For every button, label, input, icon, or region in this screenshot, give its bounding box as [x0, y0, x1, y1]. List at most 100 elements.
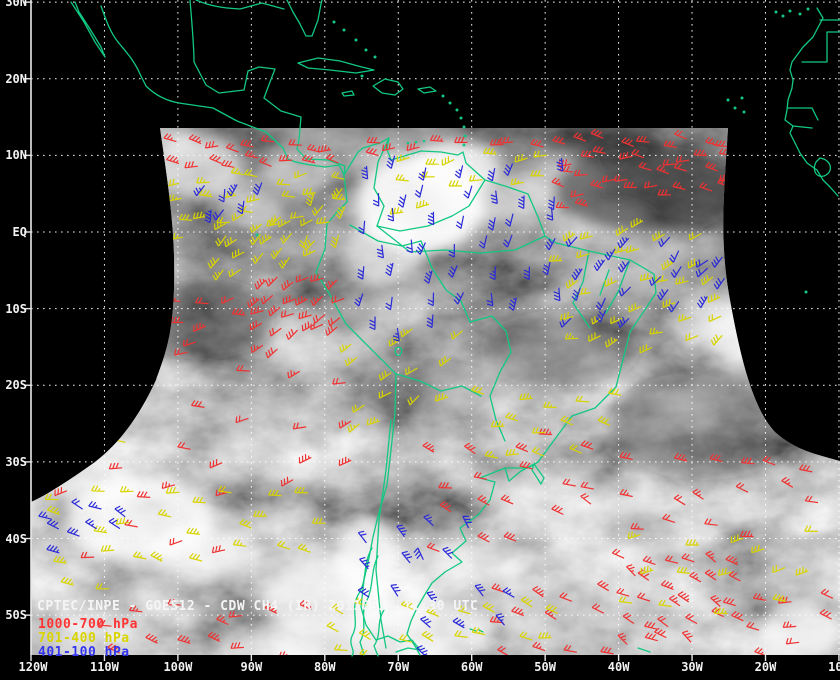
wind-barb: [672, 181, 686, 191]
wind-barb: [331, 295, 345, 304]
wind-barb: [819, 609, 832, 620]
wind-barb: [471, 626, 486, 636]
wind-barb: [725, 554, 738, 566]
wind-barb: [420, 616, 432, 629]
wind-barb: [483, 147, 497, 155]
wind-barb: [699, 182, 713, 192]
wind-barb: [250, 306, 264, 315]
wind-barb: [673, 162, 687, 172]
wind-barb: [687, 258, 701, 269]
wind-barb: [334, 644, 348, 652]
wind-barb: [401, 550, 413, 564]
wind-barb: [218, 485, 232, 494]
wind-barb: [499, 136, 513, 144]
wind-barb: [354, 293, 364, 307]
wind-barb: [265, 276, 278, 287]
barb-cluster-1000-700hPa: [489, 580, 614, 655]
wind-barb: [696, 296, 708, 309]
wind-barb: [559, 165, 573, 173]
wind-barb: [163, 133, 177, 143]
border-peru-bolivia: [420, 240, 471, 323]
wind-barb: [235, 415, 249, 424]
wind-barb: [193, 322, 206, 332]
wind-barb: [580, 150, 594, 158]
wind-barb: [292, 422, 307, 430]
wind-barb: [611, 548, 625, 559]
wind-barb: [151, 339, 165, 348]
wind-barb: [709, 453, 723, 463]
wind-barb: [429, 134, 444, 142]
coast-jamaica: [341, 90, 355, 97]
wind-barb: [695, 259, 709, 268]
wind-barb: [477, 531, 490, 543]
wind-barb: [244, 150, 259, 159]
wind-barb: [474, 583, 486, 597]
border-africa-3: [787, 107, 819, 129]
wind-barb: [332, 377, 346, 385]
wind-barb: [657, 615, 669, 628]
wind-barb: [728, 570, 741, 582]
wind-barb: [46, 519, 60, 530]
barb-cluster-401-100hPa: [38, 498, 126, 554]
wind-barb: [365, 147, 379, 157]
wind-barb: [590, 128, 604, 139]
wind-barb: [751, 544, 765, 554]
wind-barb: [705, 550, 717, 563]
wind-barb: [631, 148, 645, 159]
wind-barb: [675, 155, 690, 163]
axis-layer: [24, 0, 840, 661]
coast-africa-west: [784, 7, 839, 197]
wind-barb: [511, 606, 525, 617]
wind-barb: [752, 592, 767, 601]
wind-barb: [560, 415, 574, 426]
wind-barb: [658, 599, 672, 607]
wind-barb: [209, 459, 223, 469]
coast-hispaniola: [372, 78, 404, 96]
wind-barb: [678, 314, 692, 322]
wind-barb: [551, 504, 564, 516]
wind-barb: [338, 420, 352, 429]
wind-barb: [619, 488, 633, 498]
wind-barb: [478, 235, 488, 249]
wind-barb: [325, 325, 338, 336]
wind-barb: [772, 593, 786, 602]
wind-barb: [532, 641, 546, 652]
border-venezuela-brazil: [376, 179, 486, 232]
wind-barb: [538, 632, 552, 639]
wind-barb: [399, 634, 413, 643]
wind-barb: [312, 314, 326, 324]
barb-cluster-401-100hPa: [559, 236, 682, 328]
wind-barb: [406, 142, 420, 151]
barb-cluster-701-400hPa: [298, 187, 346, 249]
wind-barb: [571, 268, 583, 281]
wind-barb: [326, 621, 339, 633]
wind-barb: [230, 167, 245, 176]
wind-barb: [545, 603, 559, 615]
wind-barb: [207, 631, 220, 642]
wind-barb: [681, 553, 695, 563]
wind-barb: [795, 566, 809, 576]
wind-barb: [311, 205, 324, 216]
wind-barb: [278, 651, 293, 655]
barb-cluster-401-100hPa: [695, 256, 725, 309]
barb-cluster-1000-700hPa: [54, 347, 250, 559]
wind-barb: [452, 617, 465, 629]
wind-barb: [468, 174, 483, 182]
barb-cluster-701-400hPa: [207, 212, 316, 281]
wind-barb: [287, 370, 301, 379]
wind-barb: [448, 180, 463, 187]
wind-barb: [95, 583, 109, 590]
border-bolivia-brazil: [469, 315, 512, 442]
wind-barb: [198, 189, 213, 198]
wind-barb: [622, 612, 635, 624]
wind-barb: [84, 453, 98, 461]
wind-barb: [157, 508, 172, 518]
wind-barb: [335, 206, 346, 219]
barb-cluster-701-400hPa: [44, 485, 326, 590]
wind-barb: [772, 565, 786, 574]
wind-barb: [455, 215, 465, 229]
wind-barb: [369, 316, 376, 331]
wind-barb: [249, 234, 262, 246]
wind-barb: [674, 452, 688, 462]
